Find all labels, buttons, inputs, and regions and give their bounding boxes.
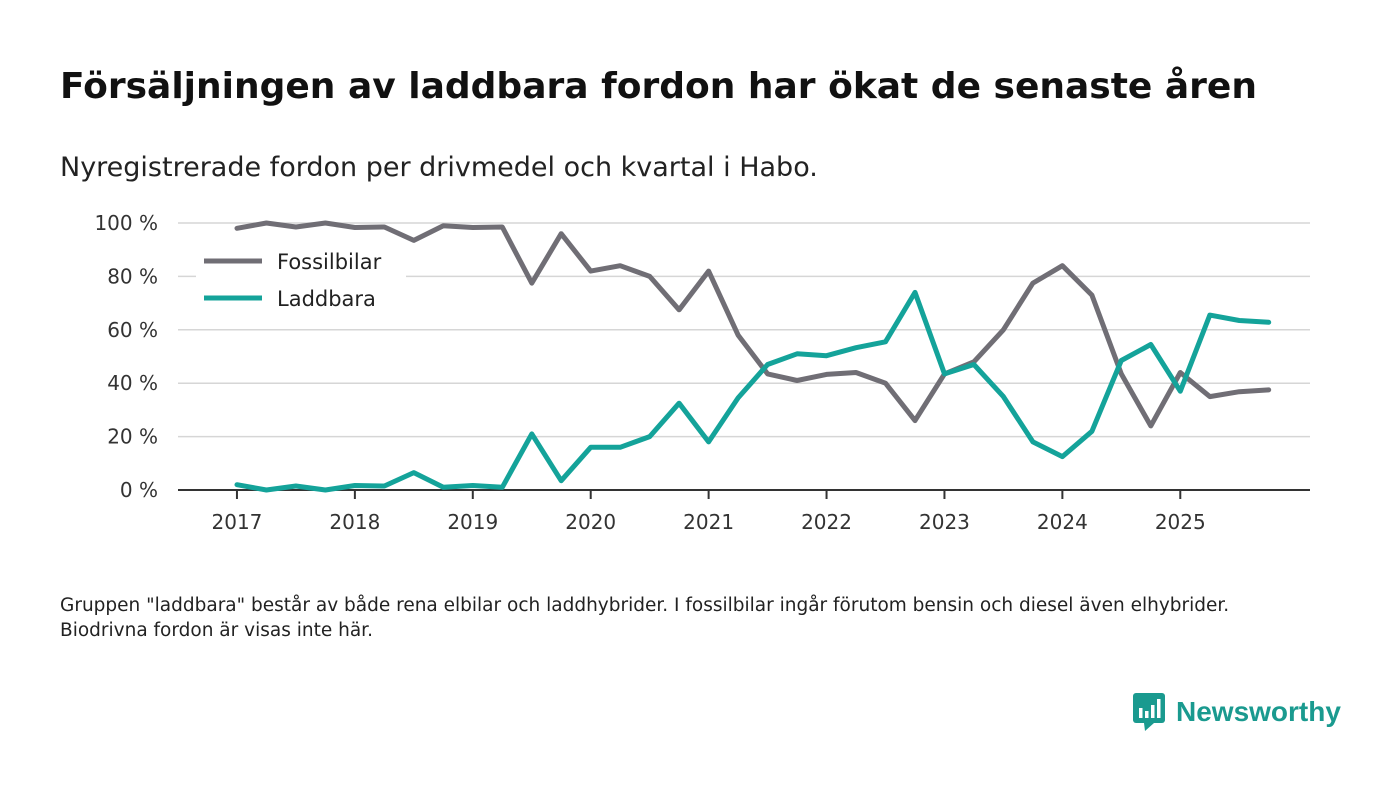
newsworthy-logo-icon [1133, 693, 1165, 731]
legend-label-laddbara: Laddbara [277, 287, 376, 311]
y-tick-label: 100 % [94, 211, 158, 235]
x-tick-label: 2017 [212, 510, 263, 534]
x-tick-label: 2018 [329, 510, 380, 534]
y-tick-label: 0 % [120, 478, 158, 502]
y-tick-label: 60 % [107, 318, 158, 342]
line-chart: 0 % 20 % 40 % 60 % 80 % 100 % 2017 2018 2019 202… [94, 211, 1310, 534]
series-line-fossilbilar [234, 220, 1272, 429]
y-tick-label: 80 % [107, 264, 158, 288]
brand-logo: Newsworthy [1132, 690, 1341, 734]
legend-background [196, 240, 406, 320]
chart-subtitle: Nyregistrerade fordon per drivmedel och … [60, 152, 818, 183]
x-tick-label: 2023 [919, 510, 970, 534]
y-tick-label: 20 % [107, 425, 158, 449]
footnote: Gruppen "laddbara" består av både rena e… [60, 595, 1230, 641]
x-axis: 2017 2018 2019 2020 2021 2022 2023 2024 2025 [178, 489, 1310, 534]
legend-label-fossilbilar: Fossilbilar [277, 250, 382, 274]
series-lines [234, 220, 1272, 493]
x-tick-label: 2025 [1155, 510, 1206, 534]
x-tick-label: 2020 [565, 510, 616, 534]
x-tick-label: 2021 [683, 510, 734, 534]
series-line-laddbara [234, 289, 1272, 493]
brand-name: Newsworthy [1176, 696, 1341, 727]
y-axis: 0 % 20 % 40 % 60 % 80 % 100 % [94, 211, 158, 502]
x-tick-label: 2024 [1037, 510, 1088, 534]
chart-title: Försäljningen av laddbara fordon har öka… [60, 66, 1257, 107]
legend: Fossilbilar Laddbara [196, 240, 406, 320]
x-tick-label: 2022 [801, 510, 852, 534]
y-tick-label: 40 % [107, 371, 158, 395]
x-tick-label: 2019 [447, 510, 498, 534]
